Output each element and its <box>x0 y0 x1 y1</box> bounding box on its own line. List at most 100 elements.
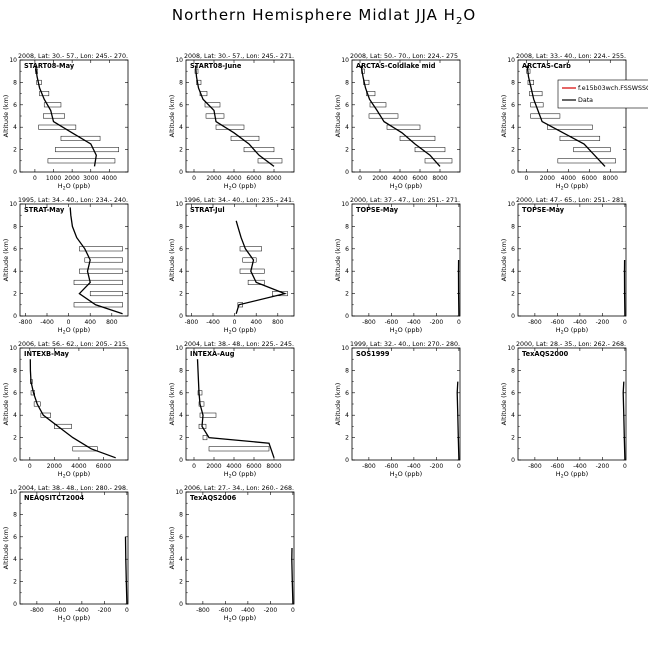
panel-label: NEAQSITCT2004 <box>24 494 85 502</box>
x-tick-label: -600 <box>385 319 399 326</box>
x-tick-label: 2000 <box>540 175 555 182</box>
x-tick-label: -800 <box>528 319 542 326</box>
x-tick-label: 6000 <box>96 463 111 470</box>
panel-8: 2000, Lat: 47.- 65., Lon: 251.- 281.0246… <box>500 197 627 336</box>
range-box <box>55 147 118 151</box>
x-tick-label: -600 <box>53 607 67 614</box>
y-tick-label: 10 <box>9 201 17 208</box>
panel-9: 2006, Lat: 56.- 62., Lon: 205.- 215.0246… <box>2 341 128 480</box>
y-tick-label: 4 <box>179 268 183 275</box>
x-tick-label: 6000 <box>582 175 597 182</box>
x-axis-label: H2O (ppb) <box>58 326 90 336</box>
x-tick-label: -800 <box>30 607 44 614</box>
x-tick-label: 8000 <box>432 175 447 182</box>
y-tick-label: 8 <box>345 79 349 86</box>
plot-frame <box>186 204 294 316</box>
y-tick-label: 0 <box>345 457 349 464</box>
plot-frame <box>518 60 626 172</box>
panel-label: INTEXB-May <box>24 350 70 358</box>
x-tick-label: -200 <box>430 319 444 326</box>
y-axis-label: Altitude (km) <box>2 383 10 426</box>
y-tick-label: 4 <box>345 412 349 419</box>
panel-label: SOS1999 <box>356 350 390 358</box>
x-tick-label: 0 <box>457 463 461 470</box>
y-tick-label: 2 <box>345 435 349 442</box>
plot-frame <box>20 60 128 172</box>
x-axis-label: H2O (ppb) <box>390 470 422 480</box>
range-box <box>574 147 611 151</box>
panel-6: 1996, Lat: 34.- 40., Lon: 235.- 241.0246… <box>168 197 294 336</box>
y-axis-label: Altitude (km) <box>2 527 10 570</box>
y-tick-label: 0 <box>511 313 515 320</box>
y-tick-label: 6 <box>179 246 183 253</box>
y-tick-label: 4 <box>13 268 17 275</box>
x-axis-label: H2O (ppb) <box>224 326 256 336</box>
panel-header: 2006, Lat: 27.- 34., Lon: 260.- 268. <box>184 485 294 492</box>
y-tick-label: 2 <box>13 579 17 586</box>
y-tick-label: 10 <box>341 201 349 208</box>
figure-title: Northern Hemisphere Midlat JJA H2O <box>0 6 648 27</box>
y-tick-label: 6 <box>511 246 515 253</box>
x-tick-label: 4000 <box>226 463 241 470</box>
range-box <box>560 136 600 140</box>
data-profile-line <box>36 66 97 167</box>
legend-entry-data: Data <box>578 97 593 104</box>
x-tick-label: -400 <box>573 319 587 326</box>
panel-label: INTEXA-Aug <box>190 350 235 358</box>
panel-3: 2008, Lat: 50.- 70., Lon: 224.- 27502468… <box>334 53 460 192</box>
y-tick-label: 4 <box>179 124 183 131</box>
y-tick-label: 8 <box>179 223 183 230</box>
x-tick-label: 2000 <box>372 175 387 182</box>
x-tick-label: 4000 <box>392 175 407 182</box>
range-box <box>243 258 257 262</box>
x-tick-label: -800 <box>362 319 376 326</box>
y-tick-label: 10 <box>507 345 515 352</box>
y-tick-label: 2 <box>179 291 183 298</box>
x-tick-label: -200 <box>98 607 112 614</box>
plot-frame <box>518 204 626 316</box>
x-axis-label: H2O (ppb) <box>58 614 90 624</box>
range-box <box>209 447 269 451</box>
panel-label: START08-May <box>24 62 75 70</box>
plot-frame <box>20 492 128 604</box>
x-tick-label: 400 <box>84 319 96 326</box>
y-tick-label: 4 <box>345 124 349 131</box>
y-tick-label: 0 <box>13 457 17 464</box>
y-tick-label: 2 <box>345 147 349 154</box>
y-tick-label: 4 <box>511 124 515 131</box>
x-axis-label: H2O (ppb) <box>556 470 588 480</box>
y-tick-label: 10 <box>175 489 183 496</box>
range-box <box>203 435 207 439</box>
plot-frame <box>20 348 128 460</box>
panel-1: 2008, Lat: 30.- 57., Lon: 245.- 270.0246… <box>2 53 128 192</box>
y-tick-label: 10 <box>175 345 183 352</box>
y-tick-label: 10 <box>341 345 349 352</box>
y-tick-label: 10 <box>507 201 515 208</box>
range-box <box>48 159 115 163</box>
y-tick-label: 0 <box>13 169 17 176</box>
y-tick-label: 10 <box>9 489 17 496</box>
range-box <box>400 136 435 140</box>
x-tick-label: 800 <box>272 319 284 326</box>
panel-label: START08-June <box>190 62 242 70</box>
panel-label: TOPSE-May <box>356 206 399 214</box>
panel-header: 2008, Lat: 33.- 40., Lon: 224.- 255. <box>516 53 626 60</box>
y-tick-label: 10 <box>175 201 183 208</box>
y-tick-label: 10 <box>507 57 515 64</box>
x-tick-label: 0 <box>623 463 627 470</box>
x-tick-label: -400 <box>241 607 255 614</box>
y-tick-label: 4 <box>13 124 17 131</box>
x-tick-label: 4000 <box>226 175 241 182</box>
x-tick-label: 0 <box>33 175 37 182</box>
panel-header: 2000, Lat: 37.- 47., Lon: 251.- 271. <box>350 197 460 204</box>
x-tick-label: 0 <box>233 319 237 326</box>
plot-frame <box>518 348 626 460</box>
panel-label: STRAT-Jul <box>190 206 225 214</box>
panel-header: 2008, Lat: 30.- 57., Lon: 245.- 270. <box>18 53 128 60</box>
range-box <box>39 125 76 129</box>
y-tick-label: 6 <box>13 246 17 253</box>
y-tick-label: 2 <box>511 291 515 298</box>
y-tick-label: 4 <box>511 412 515 419</box>
y-tick-label: 0 <box>179 601 183 608</box>
x-tick-label: 0 <box>192 463 196 470</box>
